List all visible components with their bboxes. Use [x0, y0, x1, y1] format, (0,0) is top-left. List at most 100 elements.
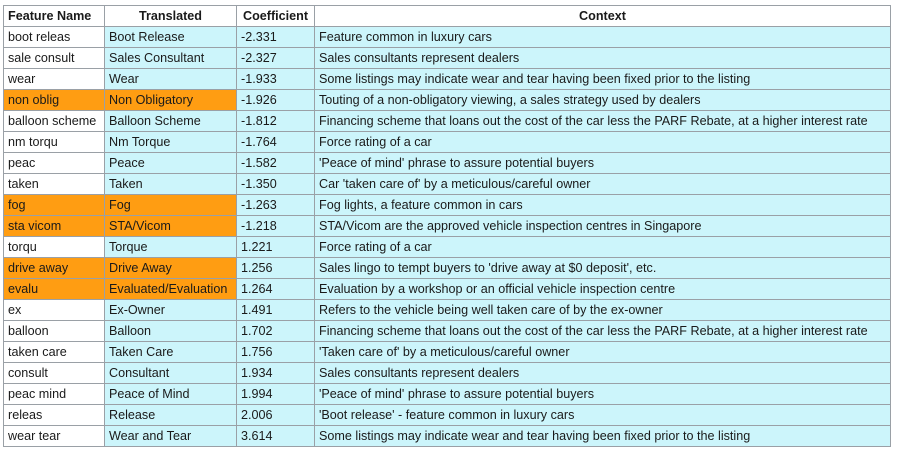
context-cell[interactable]: Feature common in luxury cars	[314, 26, 891, 48]
feature-name-cell[interactable]: sta vicom	[3, 215, 105, 237]
header-context[interactable]: Context	[314, 5, 891, 27]
coefficient-cell[interactable]: 2.006	[236, 404, 315, 426]
feature-name-cell[interactable]: drive away	[3, 257, 105, 279]
feature-name-cell[interactable]: balloon	[3, 320, 105, 342]
context-cell[interactable]: Car 'taken care of' by a meticulous/care…	[314, 173, 891, 195]
header-coefficient[interactable]: Coefficient	[236, 5, 315, 27]
context-cell[interactable]: Sales consultants represent dealers	[314, 47, 891, 69]
feature-name-cell[interactable]: taken	[3, 173, 105, 195]
feature-name-cell[interactable]: consult	[3, 362, 105, 384]
coefficient-cell[interactable]: 1.491	[236, 299, 315, 321]
context-cell[interactable]: 'Boot release' - feature common in luxur…	[314, 404, 891, 426]
coefficient-cell[interactable]: 1.756	[236, 341, 315, 363]
coefficient-cell[interactable]: -1.812	[236, 110, 315, 132]
translated-cell[interactable]: Peace	[104, 152, 237, 174]
table-row: peac mind Peace of Mind 1.994 'Peace of min…	[3, 383, 891, 405]
context-cell[interactable]: Financing scheme that loans out the cost…	[314, 320, 891, 342]
coefficient-cell[interactable]: -1.764	[236, 131, 315, 153]
table-row: peac Peace -1.582 'Peace of mind' phrase to…	[3, 152, 891, 174]
table-row: balloon Balloon 1.702 Financing scheme that…	[3, 320, 891, 342]
translated-cell[interactable]: STA/Vicom	[104, 215, 237, 237]
feature-name-cell[interactable]: boot releas	[3, 26, 105, 48]
header-row: Feature Name Translated Coefficient Cont…	[3, 5, 891, 27]
feature-name-cell[interactable]: taken care	[3, 341, 105, 363]
context-cell[interactable]: STA/Vicom are the approved vehicle inspe…	[314, 215, 891, 237]
table-row: sale consult Sales Consultant -2.327 Sales …	[3, 47, 891, 69]
translated-cell[interactable]: Peace of Mind	[104, 383, 237, 405]
feature-name-cell[interactable]: releas	[3, 404, 105, 426]
translated-cell[interactable]: Release	[104, 404, 237, 426]
coefficient-cell[interactable]: 1.256	[236, 257, 315, 279]
translated-cell[interactable]: Taken Care	[104, 341, 237, 363]
context-cell[interactable]: Force rating of a car	[314, 236, 891, 258]
context-cell[interactable]: Fog lights, a feature common in cars	[314, 194, 891, 216]
context-cell[interactable]: 'Taken care of' by a meticulous/careful …	[314, 341, 891, 363]
feature-name-cell[interactable]: torqu	[3, 236, 105, 258]
context-cell[interactable]: 'Peace of mind' phrase to assure potenti…	[314, 152, 891, 174]
context-cell[interactable]: Refers to the vehicle being well taken c…	[314, 299, 891, 321]
context-cell[interactable]: Sales consultants represent dealers	[314, 362, 891, 384]
coefficient-cell[interactable]: -1.350	[236, 173, 315, 195]
context-cell[interactable]: Financing scheme that loans out the cost…	[314, 110, 891, 132]
translated-cell[interactable]: Boot Release	[104, 26, 237, 48]
translated-cell[interactable]: Sales Consultant	[104, 47, 237, 69]
coefficient-cell[interactable]: -2.331	[236, 26, 315, 48]
translated-cell[interactable]: Fog	[104, 194, 237, 216]
coefficient-cell[interactable]: -2.327	[236, 47, 315, 69]
translated-cell[interactable]: Drive Away	[104, 257, 237, 279]
coefficient-cell[interactable]: -1.926	[236, 89, 315, 111]
feature-name-cell[interactable]: balloon scheme	[3, 110, 105, 132]
context-cell[interactable]: 'Peace of mind' phrase to assure potenti…	[314, 383, 891, 405]
table-row: ex Ex-Owner 1.491 Refers to the vehicle bei…	[3, 299, 891, 321]
feature-name-cell[interactable]: peac mind	[3, 383, 105, 405]
feature-name-cell[interactable]: non oblig	[3, 89, 105, 111]
table-row: torqu Torque 1.221 Force rating of a car	[3, 236, 891, 258]
translated-cell[interactable]: Non Obligatory	[104, 89, 237, 111]
context-cell[interactable]: Touting of a non-obligatory viewing, a s…	[314, 89, 891, 111]
coefficient-cell[interactable]: 3.614	[236, 425, 315, 447]
coefficient-cell[interactable]: 1.702	[236, 320, 315, 342]
context-cell[interactable]: Evaluation by a workshop or an official …	[314, 278, 891, 300]
feature-name-cell[interactable]: ex	[3, 299, 105, 321]
table-row: fog Fog -1.263 Fog lights, a feature common…	[3, 194, 891, 216]
context-cell[interactable]: Some listings may indicate wear and tear…	[314, 425, 891, 447]
table-row: wear tear Wear and Tear 3.614 Some listings…	[3, 425, 891, 447]
translated-cell[interactable]: Wear	[104, 68, 237, 90]
header-translated[interactable]: Translated	[104, 5, 237, 27]
translated-cell[interactable]: Nm Torque	[104, 131, 237, 153]
coefficient-cell[interactable]: -1.218	[236, 215, 315, 237]
feature-name-cell[interactable]: fog	[3, 194, 105, 216]
coefficient-cell[interactable]: -1.933	[236, 68, 315, 90]
table-row: non oblig Non Obligatory -1.926 Touting of …	[3, 89, 891, 111]
context-cell[interactable]: Some listings may indicate wear and tear…	[314, 68, 891, 90]
translated-cell[interactable]: Balloon	[104, 320, 237, 342]
table-body: boot releas Boot Release -2.331 Feature com…	[3, 26, 891, 447]
translated-cell[interactable]: Torque	[104, 236, 237, 258]
translated-cell[interactable]: Balloon Scheme	[104, 110, 237, 132]
coefficient-cell[interactable]: -1.263	[236, 194, 315, 216]
feature-name-cell[interactable]: nm torqu	[3, 131, 105, 153]
feature-name-cell[interactable]: wear	[3, 68, 105, 90]
header-feature-name[interactable]: Feature Name	[3, 5, 105, 27]
table-row: wear Wear -1.933 Some listings may indicate…	[3, 68, 891, 90]
translated-cell[interactable]: Evaluated/Evaluation	[104, 278, 237, 300]
translated-cell[interactable]: Ex-Owner	[104, 299, 237, 321]
coefficient-cell[interactable]: 1.264	[236, 278, 315, 300]
table-row: releas Release 2.006 'Boot release' - featu…	[3, 404, 891, 426]
feature-name-cell[interactable]: peac	[3, 152, 105, 174]
feature-name-cell[interactable]: evalu	[3, 278, 105, 300]
coefficient-cell[interactable]: 1.934	[236, 362, 315, 384]
coefficient-cell[interactable]: 1.221	[236, 236, 315, 258]
translated-cell[interactable]: Taken	[104, 173, 237, 195]
translated-cell[interactable]: Wear and Tear	[104, 425, 237, 447]
translated-cell[interactable]: Consultant	[104, 362, 237, 384]
table-row: taken care Taken Care 1.756 'Taken care of'…	[3, 341, 891, 363]
table-row: consult Consultant 1.934 Sales consultants …	[3, 362, 891, 384]
feature-name-cell[interactable]: wear tear	[3, 425, 105, 447]
coefficient-cell[interactable]: 1.994	[236, 383, 315, 405]
context-cell[interactable]: Force rating of a car	[314, 131, 891, 153]
context-cell[interactable]: Sales lingo to tempt buyers to 'drive aw…	[314, 257, 891, 279]
feature-name-cell[interactable]: sale consult	[3, 47, 105, 69]
coefficient-cell[interactable]: -1.582	[236, 152, 315, 174]
table-row: boot releas Boot Release -2.331 Feature com…	[3, 26, 891, 48]
